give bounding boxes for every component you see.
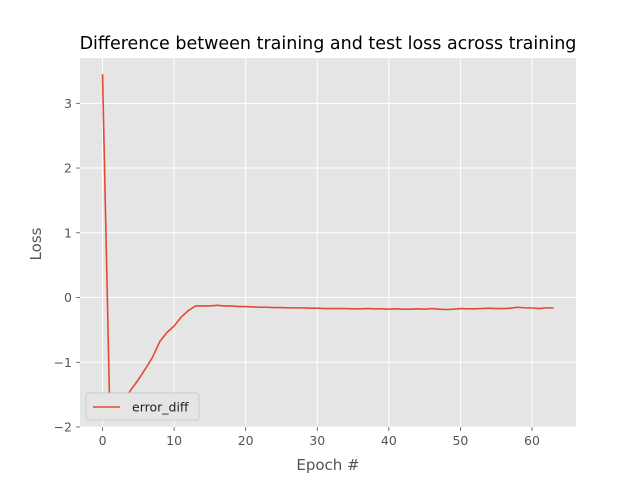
series-line-error-diff bbox=[101, 74, 554, 410]
x-axis-ticks: 0 10 20 30 40 50 60 bbox=[99, 427, 540, 448]
y-axis-ticks: −2 −1 0 1 2 3 bbox=[54, 96, 80, 435]
x-tick-label: 60 bbox=[524, 433, 540, 448]
legend-label-error-diff: error_diff bbox=[132, 400, 189, 415]
x-tick-label: 0 bbox=[99, 433, 107, 448]
legend-box bbox=[85, 392, 200, 421]
series-group bbox=[101, 74, 554, 410]
x-tick-label: 20 bbox=[238, 433, 254, 448]
x-tick-label: 50 bbox=[452, 433, 468, 448]
chart-title: Difference between training and test los… bbox=[80, 34, 577, 54]
y-tick-label: −1 bbox=[54, 355, 72, 370]
y-tick-label: 2 bbox=[64, 161, 72, 176]
legend: error_diff bbox=[85, 392, 200, 421]
x-tick-label: 10 bbox=[166, 433, 182, 448]
gridlines bbox=[80, 58, 576, 428]
x-tick-label: 40 bbox=[381, 433, 397, 448]
y-tick-label: 1 bbox=[64, 225, 72, 240]
x-tick-label: 30 bbox=[309, 433, 325, 448]
y-axis-label: Loss bbox=[27, 227, 45, 260]
y-tick-label: −2 bbox=[54, 420, 72, 435]
plot-area bbox=[80, 58, 576, 427]
x-axis-label: Epoch # bbox=[296, 456, 359, 474]
y-tick-label: 3 bbox=[64, 96, 72, 111]
y-tick-label: 0 bbox=[64, 290, 72, 305]
